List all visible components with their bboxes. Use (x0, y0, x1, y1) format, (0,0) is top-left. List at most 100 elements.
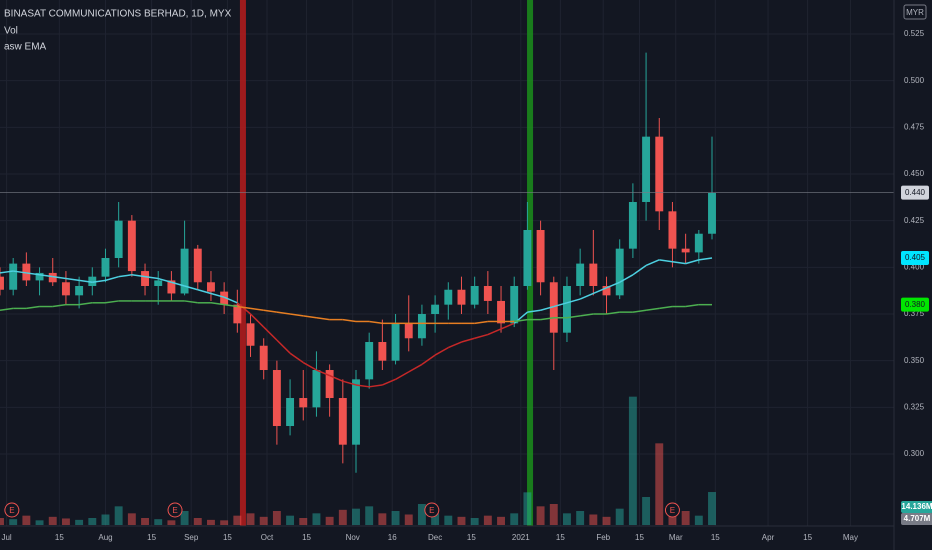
volume-bar (431, 513, 440, 525)
volume-bar (88, 518, 97, 525)
volume-bar (523, 492, 532, 525)
candle-body (338, 398, 347, 445)
volume-bar (655, 443, 664, 525)
volume-bar (708, 492, 716, 525)
ema-segment (105, 300, 119, 304)
currency-box[interactable] (903, 4, 927, 20)
ema-segment (224, 303, 238, 308)
ema-segment (263, 309, 277, 313)
y-tick-label: 0.325 (904, 402, 925, 411)
ema-segment (0, 307, 14, 312)
volume-bar (35, 520, 44, 525)
ema-segment (434, 346, 449, 356)
x-tick-label: 16 (388, 533, 397, 542)
candle-body (141, 271, 149, 287)
ema-segment (487, 328, 502, 336)
earnings-label: E (9, 506, 14, 515)
candle-body (391, 323, 400, 361)
volume-bar (642, 497, 651, 525)
currency[interactable]: MYR (906, 8, 924, 17)
candle-body (35, 272, 44, 281)
x-tick-label: Nov (346, 533, 360, 542)
volume-bar (9, 519, 18, 525)
y-tick-label: 0.475 (904, 122, 925, 131)
candle-body (233, 304, 242, 324)
ema-segment (369, 320, 383, 325)
volume-bar (246, 513, 255, 525)
ema-segment (197, 289, 212, 295)
ema-segment (92, 279, 106, 284)
volume-bar (378, 513, 387, 525)
marks-layer (0, 52, 894, 525)
ema-segment (171, 281, 185, 287)
ema-segment (645, 259, 660, 267)
volume-bar (114, 506, 123, 525)
volume-bar (0, 518, 4, 525)
ema-segment (289, 313, 304, 317)
ema-segment (250, 307, 264, 312)
candle-body (431, 304, 440, 315)
volume-bar (75, 519, 84, 525)
ema-segment (579, 292, 594, 300)
candle-body (325, 370, 334, 399)
candle-body (668, 211, 677, 249)
price-label: 0.440 (905, 188, 926, 197)
volume-bar (352, 508, 360, 525)
volume-bar (404, 514, 413, 525)
ema-segment (448, 341, 462, 349)
volume-bar (233, 515, 242, 525)
candle-body (286, 398, 295, 427)
ema-segment (65, 277, 80, 282)
volume-bar (483, 515, 492, 525)
candle-body (101, 257, 110, 277)
x-tick-label: Sep (184, 533, 199, 542)
ema-segment (13, 270, 27, 274)
y-tick-label: 0.350 (904, 356, 925, 365)
volume-bar (444, 515, 453, 525)
candle-body (404, 323, 413, 339)
candle-body (272, 370, 281, 427)
y-tick-label: 0.525 (904, 29, 925, 38)
ema-segment (79, 279, 93, 284)
candle-body (365, 342, 374, 380)
ema-segment (249, 313, 265, 328)
ema-segment (131, 274, 146, 278)
candle-body (470, 286, 479, 305)
volume-bar (536, 506, 545, 525)
candle-body (352, 379, 360, 445)
candle-body (61, 282, 70, 296)
candle-body (48, 272, 57, 283)
volume-bar (167, 520, 176, 525)
volume-bar (141, 518, 149, 525)
volume-bar (563, 513, 571, 525)
ema-segment (342, 380, 357, 386)
candle-body (483, 286, 492, 301)
indicator-label: asw EMA (4, 42, 47, 53)
candle-body (563, 286, 571, 333)
ema-segment (184, 300, 198, 304)
x-tick-label: Mar (669, 533, 683, 542)
ema-segment (580, 313, 594, 317)
ema-segment (606, 281, 620, 289)
candle-body (655, 136, 664, 212)
ema-segment (276, 311, 291, 315)
ema-segment (645, 307, 660, 312)
ema-segment (619, 274, 634, 283)
ema-segment (408, 363, 423, 373)
candle-body (523, 229, 532, 287)
x-tick-label: 15 (302, 533, 311, 542)
volume-bar (22, 515, 31, 525)
x-tick-label: Jul (1, 533, 11, 542)
ema-segment (223, 296, 238, 304)
price-label-box (901, 297, 929, 312)
candle-body (642, 136, 651, 202)
ema-segment (118, 274, 132, 278)
volume-bar (417, 504, 426, 525)
ema-segment (421, 354, 436, 366)
ema-segment (369, 384, 383, 388)
y-tick-label: 0.425 (904, 216, 925, 225)
ema-segment (39, 274, 53, 278)
ema-segment (52, 275, 67, 280)
volume-bar (602, 516, 611, 525)
